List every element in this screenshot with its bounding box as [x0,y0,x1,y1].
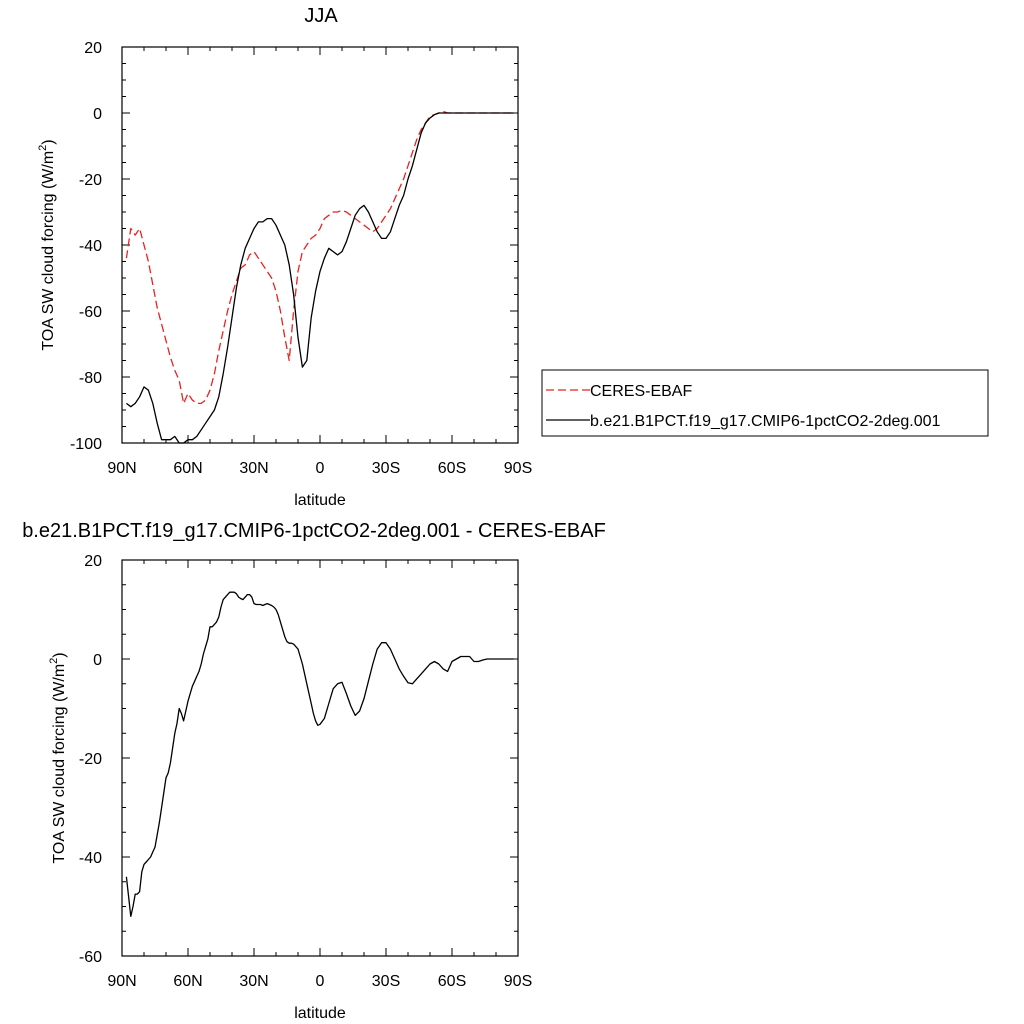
axis-ticks: 90N 60N 30N 0 30S 60S 90S 20 0 -20 -40 -60 [79,553,532,990]
x-tick-label: 30N [239,973,268,990]
series-line-ceres-ebaf [125,110,514,405]
y-axis-label-text: TOA SW cloud forcing (W/m [51,664,68,864]
chart-title: JJA [304,5,338,27]
x-tick-label: 0 [316,973,325,990]
y-tick-label: -60 [79,949,102,966]
x-tick-label: 60S [438,460,466,477]
y-tick-label: -100 [70,436,102,453]
plot-frame [121,559,519,957]
series-lines [125,110,514,444]
y-axis-label: TOA SW cloud forcing (W/m2) [48,652,68,863]
y-axis-label-superscript: 2 [48,658,60,664]
x-axis-label: latitude [294,492,346,509]
x-tick-label: 90S [504,460,532,477]
legend-box [541,369,989,437]
series-lines [125,591,514,918]
x-tick-label: 60S [438,973,466,990]
x-tick-label: 30S [372,973,400,990]
y-tick-label: 20 [84,553,102,570]
x-tick-label: 90N [107,460,136,477]
y-tick-label: -40 [79,850,102,867]
y-tick-label: -40 [79,238,102,255]
legend: CERES-EBAF b.e21.B1PCT.f19_g17.CMIP6-1pc… [541,369,989,437]
bottom-panel: b.e21.B1PCT.f19_g17.CMIP6-1pctCO2-2deg.0… [22,520,606,1022]
y-axis-label: TOA SW cloud forcing (W/m2) [37,139,57,350]
y-tick-label: 0 [93,106,102,123]
series-line-model [125,591,514,918]
y-axis-label-close: ) [40,139,57,144]
y-tick-label: 0 [93,652,102,669]
y-tick-label: -20 [79,751,102,768]
series-line-model [126,112,514,444]
y-tick-label: -80 [79,370,102,387]
plot-frame [121,46,519,444]
y-tick-label: -60 [79,304,102,321]
x-tick-label: 30N [239,460,268,477]
y-axis-label-close: ) [51,652,68,657]
x-tick-label: 0 [316,460,325,477]
x-tick-label: 30S [372,460,400,477]
axis-ticks: 90N 60N 30N 0 30S 60S 90S 20 0 -20 -40 -60 -80 -100 [70,40,532,477]
y-tick-label: -20 [79,172,102,189]
chart-title: b.e21.B1PCT.f19_g17.CMIP6-1pctCO2-2deg.0… [22,520,606,542]
x-tick-label: 60N [173,460,202,477]
y-axis-label-text: TOA SW cloud forcing (W/m [40,151,57,351]
x-tick-label: 60N [173,973,202,990]
y-tick-label: 20 [84,40,102,57]
legend-label-model: b.e21.B1PCT.f19_g17.CMIP6-1pctCO2-2deg.0… [590,413,941,430]
x-tick-label: 90N [107,973,136,990]
x-tick-label: 90S [504,973,532,990]
y-axis-label-superscript: 2 [37,145,49,151]
legend-label-ceres: CERES-EBAF [590,383,692,400]
top-panel: JJA 90N 60N 30N 0 30S 60S 90S 20 0 -20 -40 -60 -80 -1… [37,5,989,509]
x-axis-label: latitude [294,1005,346,1022]
